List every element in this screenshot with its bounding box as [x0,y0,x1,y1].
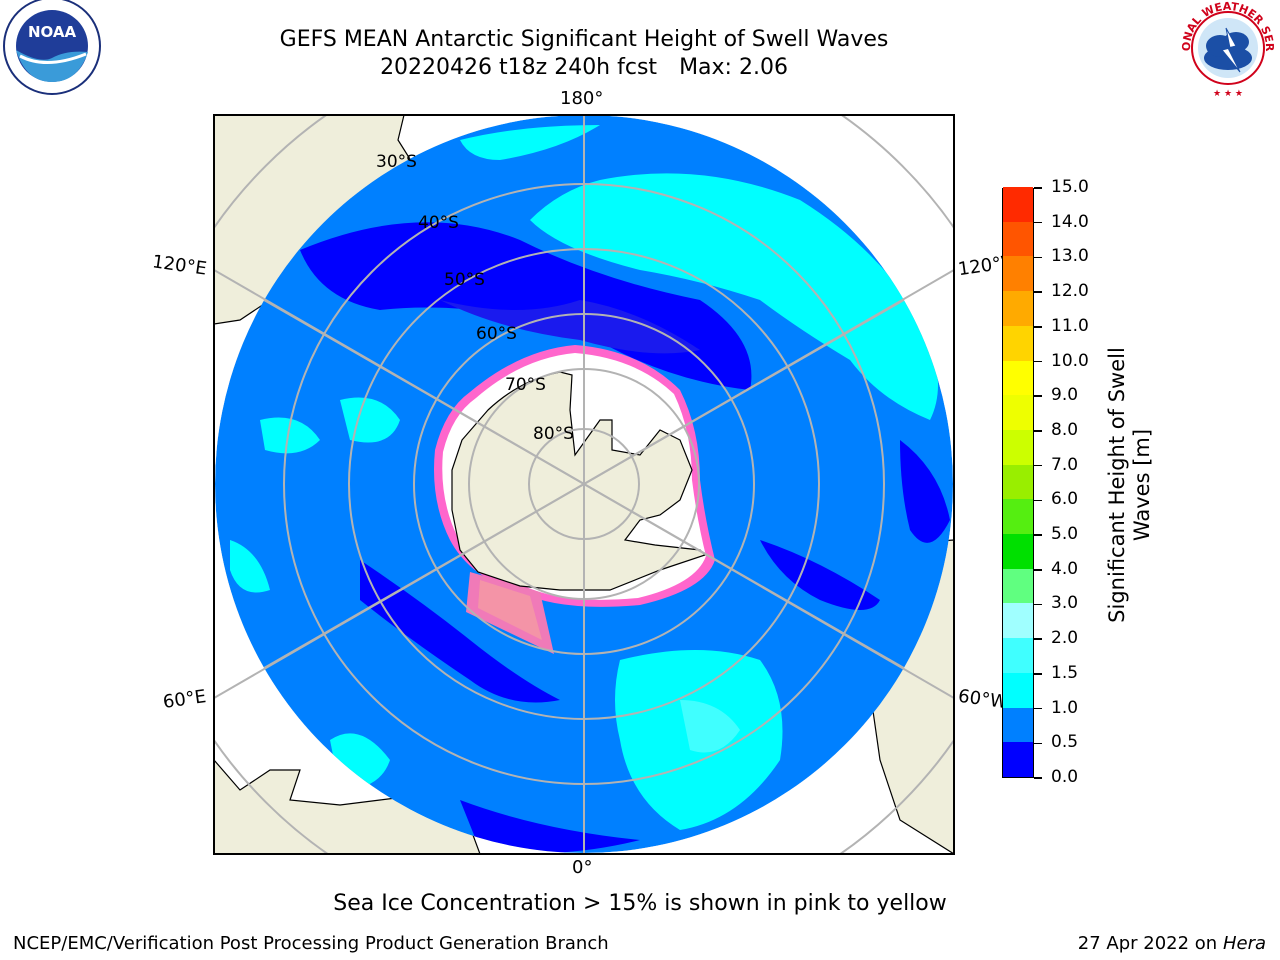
nws-logo: NATIONAL WEATHER SERVICE ★ ★ ★ [1176,0,1276,99]
colorbar [1002,186,1034,778]
colorbar-tick [1034,291,1042,293]
swell-low-patch [440,300,700,354]
noaa-logo: NOAA [3,0,101,95]
colorbar-tick-label: 14.0 [1051,211,1089,232]
colorbar-tick-label: 11.0 [1051,315,1089,336]
colorbar-label-line2: Waves [m] [1130,428,1154,542]
colorbar-tick-label: 10.0 [1051,350,1089,371]
chart-title: GEFS MEAN Antarctic Significant Height o… [279,27,889,52]
land-africa [214,759,481,854]
lat-label-50s: 50°S [444,270,485,290]
colorbar-tick [1034,534,1042,536]
colorbar-tick [1034,742,1042,745]
swell-low-patch [760,540,880,610]
swell-low-patch [900,440,950,543]
colorbar-cell [1003,498,1033,535]
colorbar-cell [1003,290,1033,326]
colorbar-tick [1034,499,1042,502]
lon-label-top: 180° [560,88,604,109]
colorbar-tick [1034,360,1042,363]
colorbar-tick [1034,430,1042,432]
colorbar-tick-label: 9.0 [1051,385,1079,406]
colorbar-tick [1034,777,1042,779]
colorbar-cell [1003,325,1033,361]
swell-high-patch [230,540,270,593]
colorbar-cell [1003,568,1033,604]
colorbar-tick [1034,187,1042,189]
footer-date-text: 27 Apr 2022 on [1077,933,1218,954]
colorbar-tick-label: 7.0 [1051,454,1079,475]
colorbar-cell [1003,741,1033,777]
colorbar-cell [1003,186,1033,222]
colorbar-tick-label: 4.0 [1051,558,1079,579]
swell-high-patch [680,700,740,753]
colorbar-cell [1003,360,1033,396]
noaa-logo-text: NOAA [28,23,77,41]
chart-subtitle: 20220426 t18z 240h fcst Max: 2.06 [184,55,984,81]
footer-date: 27 Apr 2022 on Hera [1078,933,1266,954]
colorbar-tick [1034,569,1042,571]
max-value-label: Max: 2.06 [679,55,788,80]
colorbar-cell [1003,602,1033,639]
colorbar-tick-label: 15.0 [1051,177,1089,197]
colorbar-tick [1034,673,1042,675]
swell-low-patch [460,800,640,853]
colorbar-cell [1003,255,1033,292]
footer-host: Hera [1222,933,1266,954]
swell-high-patch [260,417,320,454]
colorbar-cell [1003,637,1033,673]
colorbar-tick-label: 0.5 [1051,732,1079,753]
lon-label-bottom: 0° [572,857,593,878]
map-frame [213,114,955,855]
colorbar-tick [1034,707,1042,710]
colorbar-tick-label: 1.5 [1051,662,1079,683]
colorbar-tick-label: 13.0 [1051,246,1089,267]
colorbar-cell [1003,672,1033,708]
colorbar-cell [1003,394,1033,430]
colorbar-tick [1034,395,1042,397]
sea-ice-weddell-yellow [478,580,542,640]
colorbar-tick [1034,603,1042,606]
forecast-label: 20220426 t18z 240h fcst [380,55,658,80]
colorbar-cell [1003,429,1033,465]
colorbar-tick [1034,256,1042,259]
colorbar-label: Significant Height of Swell Waves [m] [1105,305,1155,665]
swell-high-patch [460,125,600,160]
footer-branch: NCEP/EMC/Verification Post Processing Pr… [13,933,609,954]
colorbar-tick-label: 1.0 [1051,697,1079,718]
lat-label-30s: 30°S [376,152,417,172]
lat-label-80s: 80°S [533,424,574,444]
colorbar-tick [1034,638,1042,640]
colorbar-cell [1003,221,1033,257]
svg-text:★ ★ ★: ★ ★ ★ [1213,89,1243,99]
colorbar-tick [1034,326,1042,328]
colorbar-cell [1003,533,1033,569]
swell-high-patch [530,173,938,420]
colorbar-tick-label: 8.0 [1051,419,1079,440]
colorbar-tick-label: 12.0 [1051,281,1089,302]
colorbar-tick-label: 2.0 [1051,628,1079,649]
colorbar-tick [1034,464,1042,467]
colorbar-cell [1003,707,1033,743]
colorbar-tick-label: 5.0 [1051,524,1079,545]
colorbar-cell [1003,464,1033,500]
swell-low-patch [360,560,560,703]
colorbar-tick-label: 6.0 [1051,489,1079,510]
colorbar-tick [1034,221,1042,224]
lat-label-60s: 60°S [476,324,517,344]
colorbar-tick-label: 0.0 [1051,767,1079,787]
lat-label-70s: 70°S [505,375,546,395]
sea-ice-note: Sea Ice Concentration > 15% is shown in … [333,891,947,916]
lat-label-40s: 40°S [418,213,459,233]
colorbar-label-line1: Significant Height of Swell [1105,347,1129,623]
colorbar-tick-label: 3.0 [1051,593,1079,614]
